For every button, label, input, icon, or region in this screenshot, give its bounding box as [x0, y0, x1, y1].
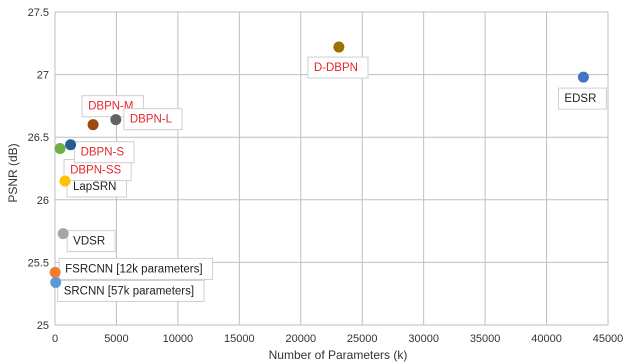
y-tick-label: 27 [37, 70, 49, 82]
point-label: DBPN-SS [63, 158, 132, 181]
x-axis-title: Number of Parameters (k) [269, 348, 408, 362]
data-point [59, 175, 71, 187]
x-tick-label: 45000 [593, 333, 624, 345]
y-tick-label: 25 [37, 320, 49, 332]
point-label-box [123, 108, 183, 131]
point-label-text: EDSR [564, 93, 596, 105]
x-tick-label: 30000 [408, 333, 439, 345]
data-point [49, 266, 61, 278]
data-point [65, 139, 77, 151]
point-label-text: DBPN-M [88, 101, 133, 113]
point-label-text: DBPN-SS [70, 164, 121, 176]
data-point [57, 228, 69, 240]
point-label: FSRCNN [12k parameters] [58, 257, 214, 280]
y-tick-label: 26.5 [28, 132, 49, 144]
point-label-box [66, 230, 116, 253]
point-label-text: SRCNN [57k parameters] [64, 285, 194, 297]
point-label-text: D-DBPN [314, 62, 358, 74]
x-tick-label: 10000 [163, 333, 194, 345]
x-tick-label: 0 [52, 333, 58, 345]
point-label-box [557, 87, 607, 110]
data-point [50, 276, 62, 288]
x-tick-label: 40000 [531, 333, 562, 345]
point-label-box [57, 279, 205, 302]
data-points [49, 41, 589, 288]
point-label: DBPN-L [123, 108, 183, 131]
x-tick-label: 35000 [470, 333, 501, 345]
y-tick-label: 26 [37, 195, 49, 207]
data-point [577, 71, 589, 83]
point-label: LapSRN [66, 175, 127, 198]
point-label-text: LapSRN [73, 181, 116, 193]
point-label: DBPN-S [74, 141, 135, 164]
point-label-text: DBPN-L [130, 114, 173, 126]
point-label: VDSR [66, 230, 116, 253]
x-tick-label: 20000 [285, 333, 316, 345]
y-tick-label: 27.5 [28, 7, 49, 19]
point-label-box [74, 141, 135, 164]
data-point [87, 119, 99, 131]
y-tick-labels: 25 25.5 26 26.5 27 27.5 [28, 7, 49, 332]
point-label-text: DBPN-S [81, 147, 125, 159]
point-label-text: FSRCNN [12k parameters] [65, 263, 202, 275]
point-label-text: VDSR [73, 236, 105, 248]
data-point [54, 142, 66, 154]
point-label: SRCNN [57k parameters] [57, 279, 205, 302]
data-point [110, 114, 122, 126]
x-tick-labels: 0 5000 10000 15000 20000 25000 30000 35000 40000… [52, 333, 623, 345]
point-labels: SRCNN [57k parameters] FSRCNN [12k parame… [57, 56, 607, 302]
data-point [333, 41, 345, 53]
point-label-box [307, 56, 369, 79]
y-tick-label: 25.5 [28, 257, 49, 269]
y-axis-title: PSNR (dB) [6, 143, 20, 202]
point-label: EDSR [557, 87, 607, 110]
x-tick-label: 5000 [104, 333, 128, 345]
x-tick-label: 25000 [347, 333, 378, 345]
x-tick-label: 15000 [224, 333, 255, 345]
point-label: D-DBPN [307, 56, 369, 79]
